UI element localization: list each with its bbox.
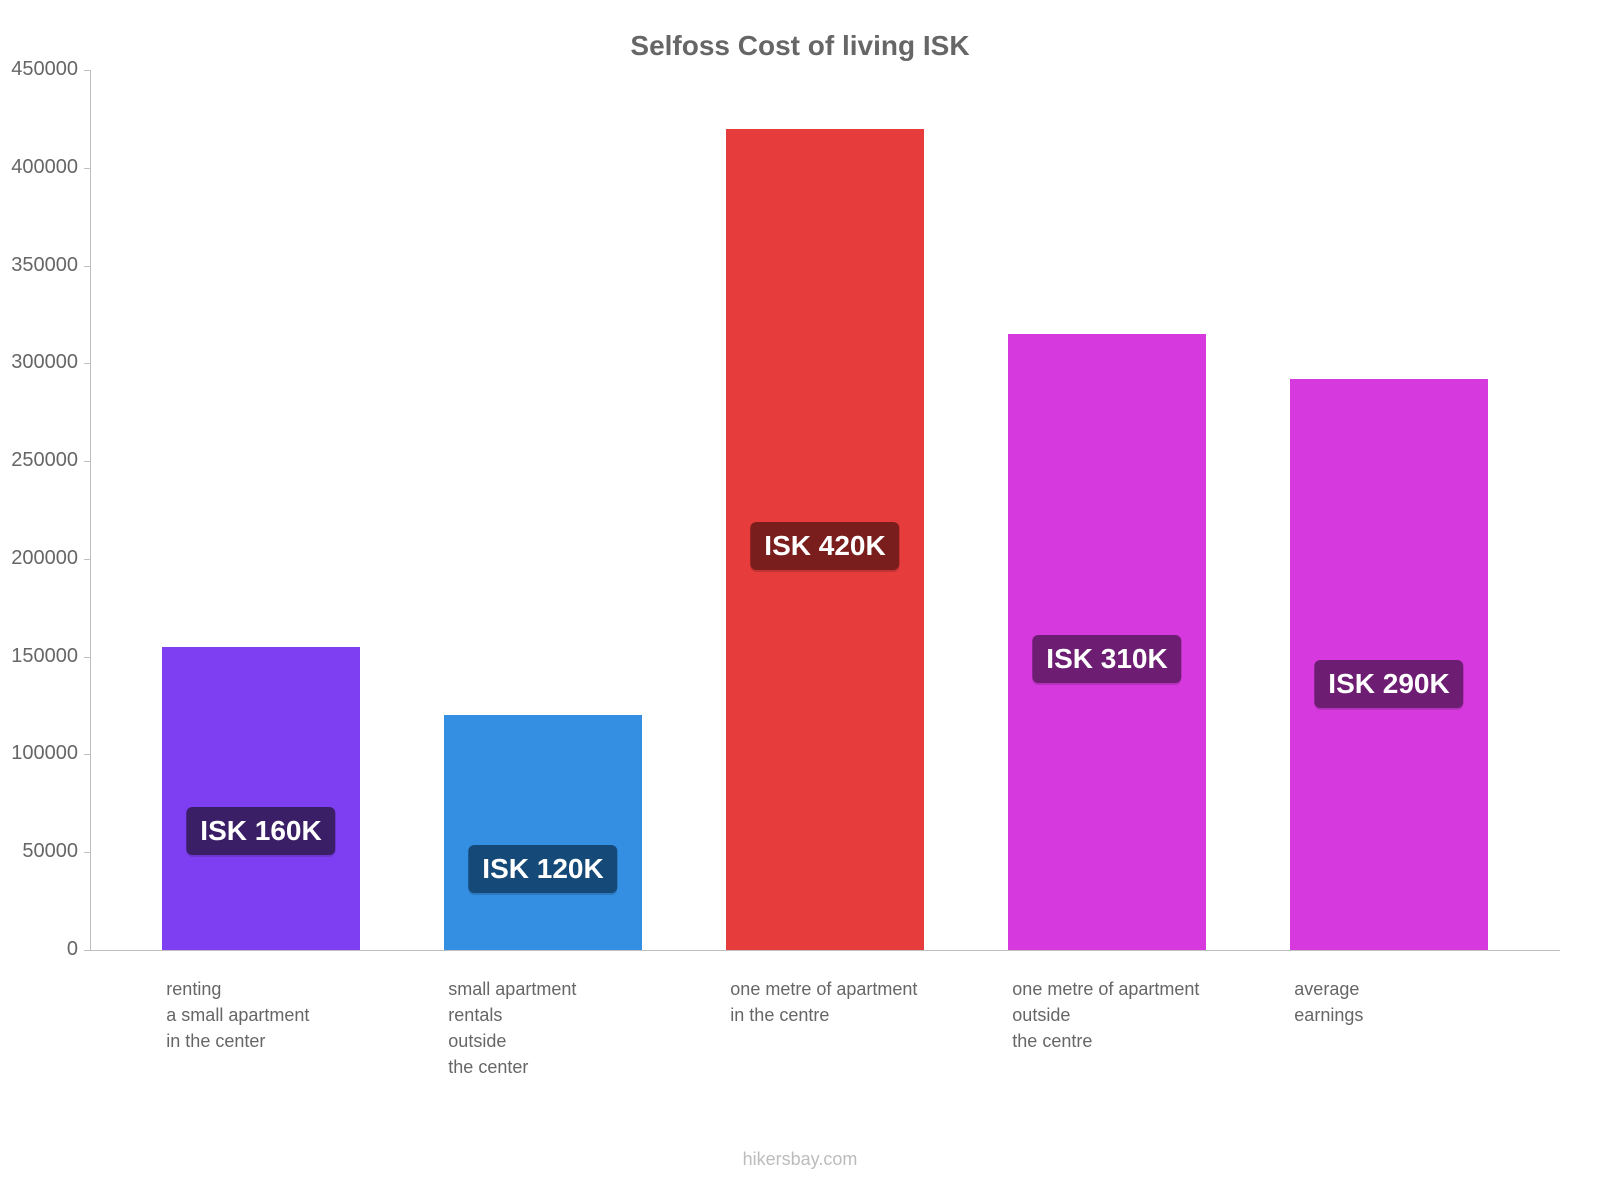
y-tick-label: 200000 [0, 547, 78, 570]
x-axis [90, 950, 1560, 951]
y-tick-label: 50000 [0, 840, 78, 863]
chart-container: Selfoss Cost of living ISK 0500001000001… [0, 0, 1600, 1200]
y-tick-label: 0 [0, 938, 78, 961]
y-tick-label: 100000 [0, 742, 78, 765]
y-axis [90, 70, 91, 950]
y-tick-mark [84, 461, 90, 462]
x-category-label: one metre of apartment outside the centr… [1012, 976, 1199, 1054]
chart-title: Selfoss Cost of living ISK [0, 30, 1600, 62]
y-tick-mark [84, 657, 90, 658]
y-tick-mark [84, 950, 90, 951]
chart-bar [444, 715, 641, 950]
bar-value-badge: ISK 120K [468, 845, 617, 893]
y-tick-mark [84, 70, 90, 71]
x-category-label: small apartment rentals outside the cent… [448, 976, 576, 1080]
y-tick-mark [84, 363, 90, 364]
chart-footer: hikersbay.com [0, 1149, 1600, 1170]
plot-area: 0500001000001500002000002500003000003500… [90, 70, 1560, 950]
y-tick-mark [84, 266, 90, 267]
y-tick-mark [84, 852, 90, 853]
chart-bar [162, 647, 359, 950]
y-tick-label: 250000 [0, 449, 78, 472]
y-tick-mark [84, 754, 90, 755]
bar-value-badge: ISK 290K [1314, 660, 1463, 708]
x-category-label: one metre of apartment in the centre [730, 976, 917, 1028]
y-tick-mark [84, 168, 90, 169]
y-tick-label: 400000 [0, 156, 78, 179]
x-category-label: renting a small apartment in the center [166, 976, 309, 1054]
bar-value-badge: ISK 310K [1032, 635, 1181, 683]
y-tick-label: 150000 [0, 645, 78, 668]
x-category-label: average earnings [1294, 976, 1363, 1028]
y-tick-label: 350000 [0, 254, 78, 277]
y-tick-label: 300000 [0, 351, 78, 374]
y-tick-mark [84, 559, 90, 560]
bar-value-badge: ISK 420K [750, 522, 899, 570]
y-tick-label: 450000 [0, 58, 78, 81]
bar-value-badge: ISK 160K [186, 807, 335, 855]
